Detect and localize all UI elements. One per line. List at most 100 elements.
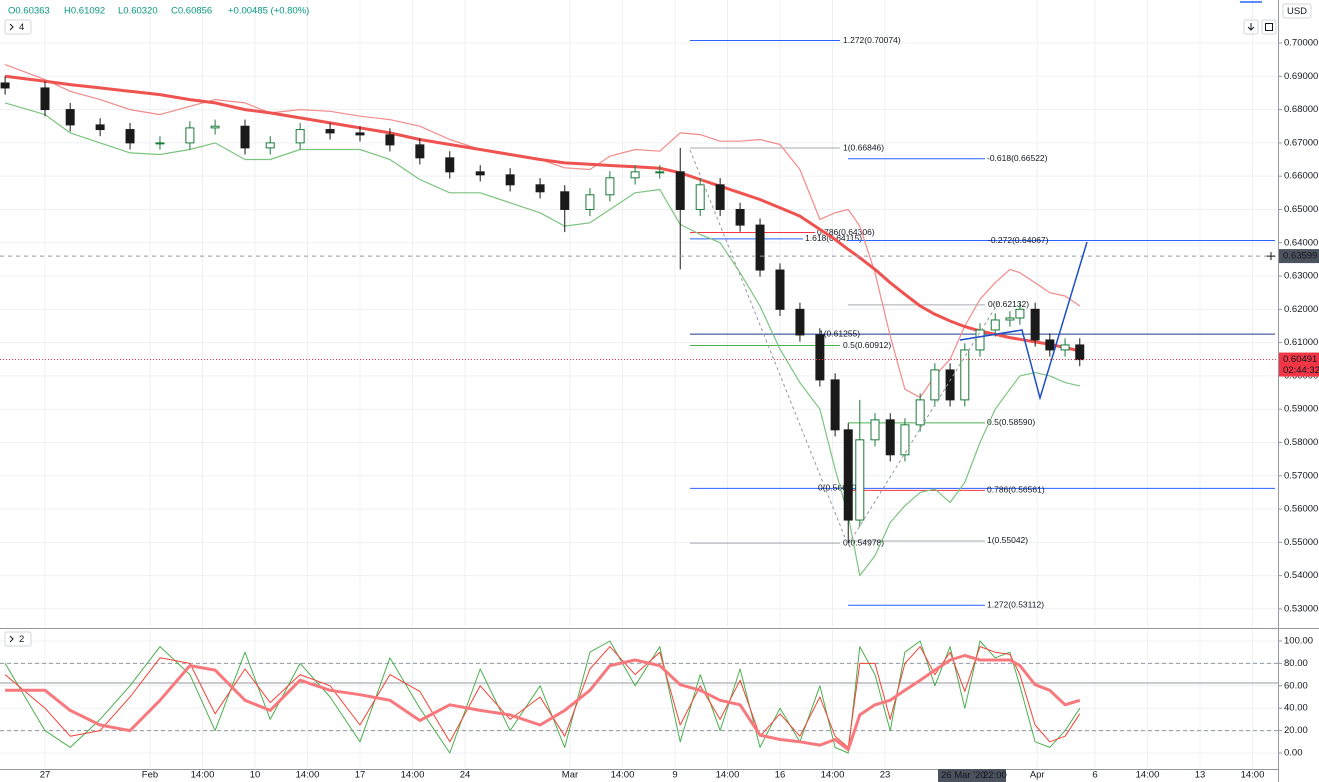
- overlay-line: [4, 64, 1081, 399]
- plus-icon: [1267, 252, 1275, 261]
- candle-body: [630, 171, 640, 179]
- y-tick-label: 20.00: [1284, 725, 1308, 736]
- candle-body: [1060, 344, 1070, 351]
- x-tick-label: 16: [775, 770, 786, 781]
- x-tick-label: 14:00: [611, 770, 635, 781]
- candle-body: [535, 184, 545, 193]
- candle-body: [605, 177, 615, 196]
- y-tick-label: 0.70000: [1284, 38, 1318, 49]
- candle-body: [125, 129, 135, 144]
- candle-body: [900, 424, 910, 456]
- y-tick-label: 80.00: [1284, 658, 1308, 669]
- candle-body: [795, 308, 805, 336]
- overlay-line: [4, 102, 1080, 577]
- candle-body: [830, 379, 840, 431]
- y-tick-label: 0.62000: [1284, 304, 1318, 315]
- y-tick-label: 0.61000: [1284, 337, 1318, 348]
- candle-body: [735, 208, 745, 226]
- y-tick-label: 0.69000: [1284, 71, 1318, 82]
- candle-body: [915, 399, 925, 426]
- osc-indicator-count: 2: [19, 634, 24, 645]
- candle-body: [475, 171, 485, 176]
- fib-label: 0.786(0.64306): [817, 227, 875, 237]
- candle-body: [855, 439, 865, 521]
- y-tick-label: 0.54000: [1284, 570, 1318, 581]
- y-tick-label: 0.68000: [1284, 104, 1318, 115]
- candle-body: [355, 132, 365, 136]
- fib-label: 1(0.61255): [819, 328, 860, 338]
- candle-body: [585, 194, 595, 210]
- ohlc-change: +0.00485 (+0.80%): [228, 6, 309, 17]
- x-tick-label: Apr: [1030, 770, 1045, 781]
- fib-label: 1(0.55042): [987, 535, 1028, 545]
- currency-button[interactable]: [1282, 3, 1312, 19]
- x-tick-label: Feb: [142, 770, 158, 781]
- crosshair-price-label: 0.63599: [1283, 251, 1317, 262]
- fib-label: 0.5(0.58590): [987, 417, 1035, 427]
- y-tick-label: 0.59000: [1284, 404, 1318, 415]
- x-tick-label: 14:00: [401, 770, 425, 781]
- candle-body: [0, 82, 10, 89]
- candle-body: [843, 429, 853, 521]
- ohlc-high: H0.61092: [64, 6, 105, 17]
- x-tick-label: 17: [355, 770, 366, 781]
- axes: 27 Feb 14:00 10 14:00 17 14:00 24 Mar 14:00 9 14:00…: [40, 38, 1319, 782]
- candle-body: [415, 144, 425, 159]
- candle-body: [885, 419, 895, 456]
- osc-toggle[interactable]: [4, 631, 32, 647]
- candle-body: [40, 87, 50, 111]
- y-tick-label: 100.00: [1284, 635, 1313, 646]
- candle-body: [295, 129, 305, 144]
- oscillator-line: [5, 654, 1081, 752]
- crosshair-date-label: 26 Mar '20: [941, 770, 986, 781]
- candle-body: [65, 109, 75, 126]
- x-tick-label: 23: [880, 770, 891, 781]
- fib-label: -0.272(0.64067): [988, 235, 1049, 245]
- candle-body: [715, 184, 725, 210]
- fib-label: 0.786(0.56561): [987, 485, 1045, 495]
- y-tick-label: 0.53000: [1284, 603, 1318, 614]
- x-tick-label: 14:00: [1136, 770, 1160, 781]
- y-tick-label: 0.55000: [1284, 537, 1318, 548]
- header: O0.60363 H0.61092 L0.60320 C0.60856 +0.0…: [4, 1, 1312, 647]
- candle-body: [695, 184, 705, 210]
- candle-body: [675, 171, 685, 210]
- y-tick-label: 0.67000: [1284, 137, 1318, 148]
- oscillator-line: [4, 640, 1081, 754]
- plot: 1.272(0.70074) 1(0.66846) -0.618(0.66522) 0…: [0, 35, 1278, 754]
- candle-body: [775, 269, 785, 310]
- maximize-button[interactable]: [1261, 19, 1277, 35]
- x-tick-label: 14:00: [191, 770, 215, 781]
- fib-label: 0(0.54978): [843, 537, 884, 547]
- candle-body: [1005, 317, 1015, 321]
- oscillator-line: [4, 646, 1081, 748]
- crosshair-date-tag: [938, 769, 1006, 782]
- candle-body: [755, 224, 765, 271]
- x-tick-label: 9: [672, 770, 677, 781]
- candle-body: [505, 174, 515, 186]
- x-tick-label: 13: [1195, 770, 1206, 781]
- fib-label: -0.618(0.66522): [987, 153, 1048, 163]
- indicators-toggle[interactable]: [4, 19, 32, 35]
- ohlc-low: L0.60320: [118, 6, 158, 17]
- x-tick-label: 10: [250, 770, 261, 781]
- fib-label: 0(0.62132): [988, 299, 1029, 309]
- candle-body: [155, 142, 165, 145]
- y-tick-label: 0.57000: [1284, 470, 1318, 481]
- countdown-label: 02:44:32: [1283, 365, 1319, 376]
- candle-body: [445, 157, 455, 173]
- arrow-icon: [1247, 23, 1255, 31]
- candle-body: [655, 171, 665, 174]
- fib-label: 1(0.66846): [843, 142, 884, 152]
- chevron-icon: [9, 23, 14, 31]
- x-tick-label: 14:00: [716, 770, 740, 781]
- y-tick-label: 0.66000: [1284, 171, 1318, 182]
- x-tick-label: 6: [1092, 770, 1097, 781]
- x-tick-label: 14:00: [1241, 770, 1265, 781]
- ohlc-close: C0.60856: [171, 6, 212, 17]
- y-tick-label: 0.00: [1284, 748, 1303, 759]
- y-tick-label: 0.65000: [1284, 204, 1318, 215]
- fib-label: 1.272(0.70074): [843, 35, 901, 45]
